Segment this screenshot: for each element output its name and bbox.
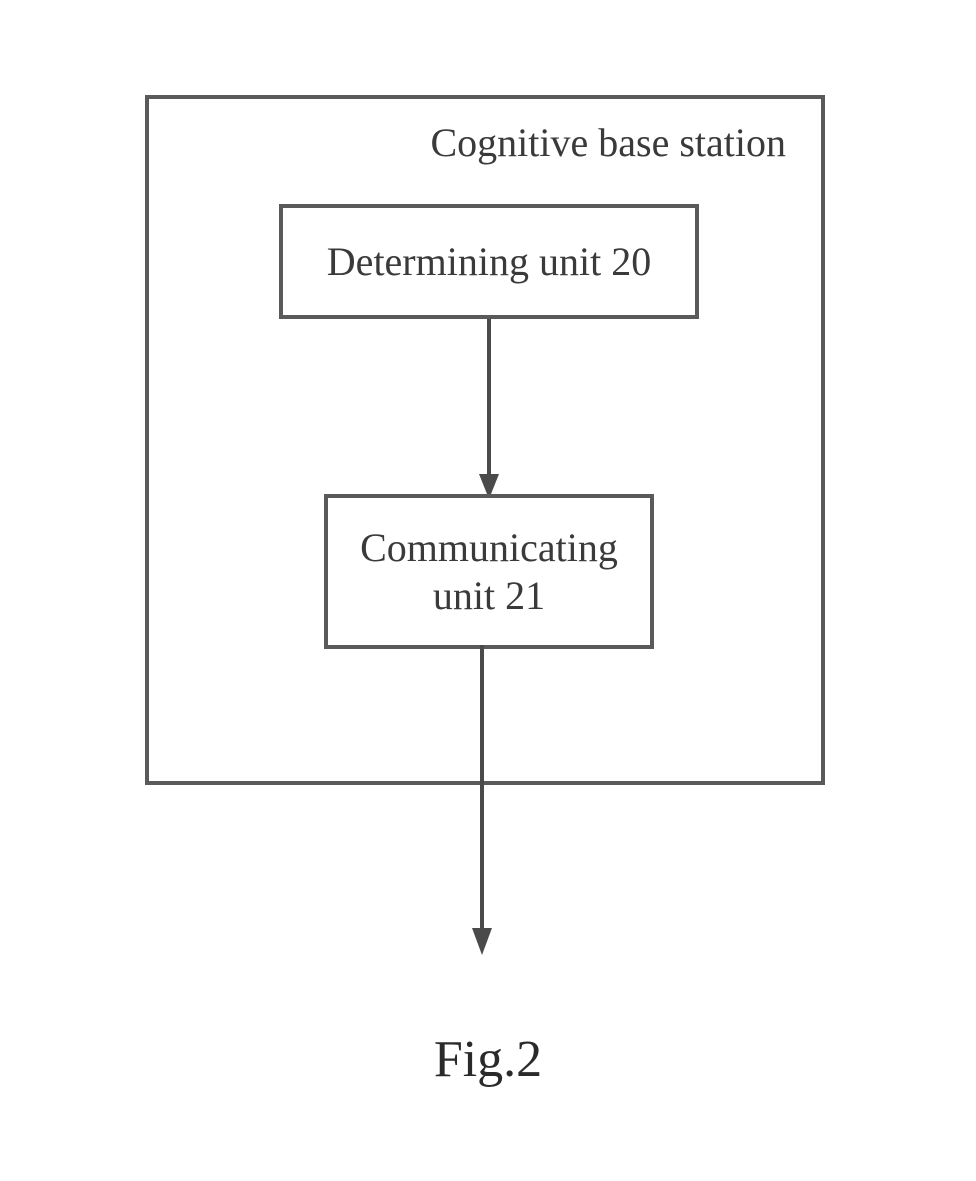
container-title: Cognitive base station [430, 119, 786, 166]
arrow-box1-to-box2 [477, 319, 501, 499]
figure-caption: Fig.2 [0, 1030, 976, 1089]
communicating-unit-label-line2: unit 21 [433, 572, 545, 620]
determining-unit-box: Determining unit 20 [279, 204, 699, 319]
communicating-unit-label-line1: Communicating [360, 524, 618, 572]
communicating-unit-box: Communicating unit 21 [324, 494, 654, 649]
determining-unit-label: Determining unit 20 [327, 238, 651, 285]
arrow-box2-to-output [470, 645, 494, 955]
